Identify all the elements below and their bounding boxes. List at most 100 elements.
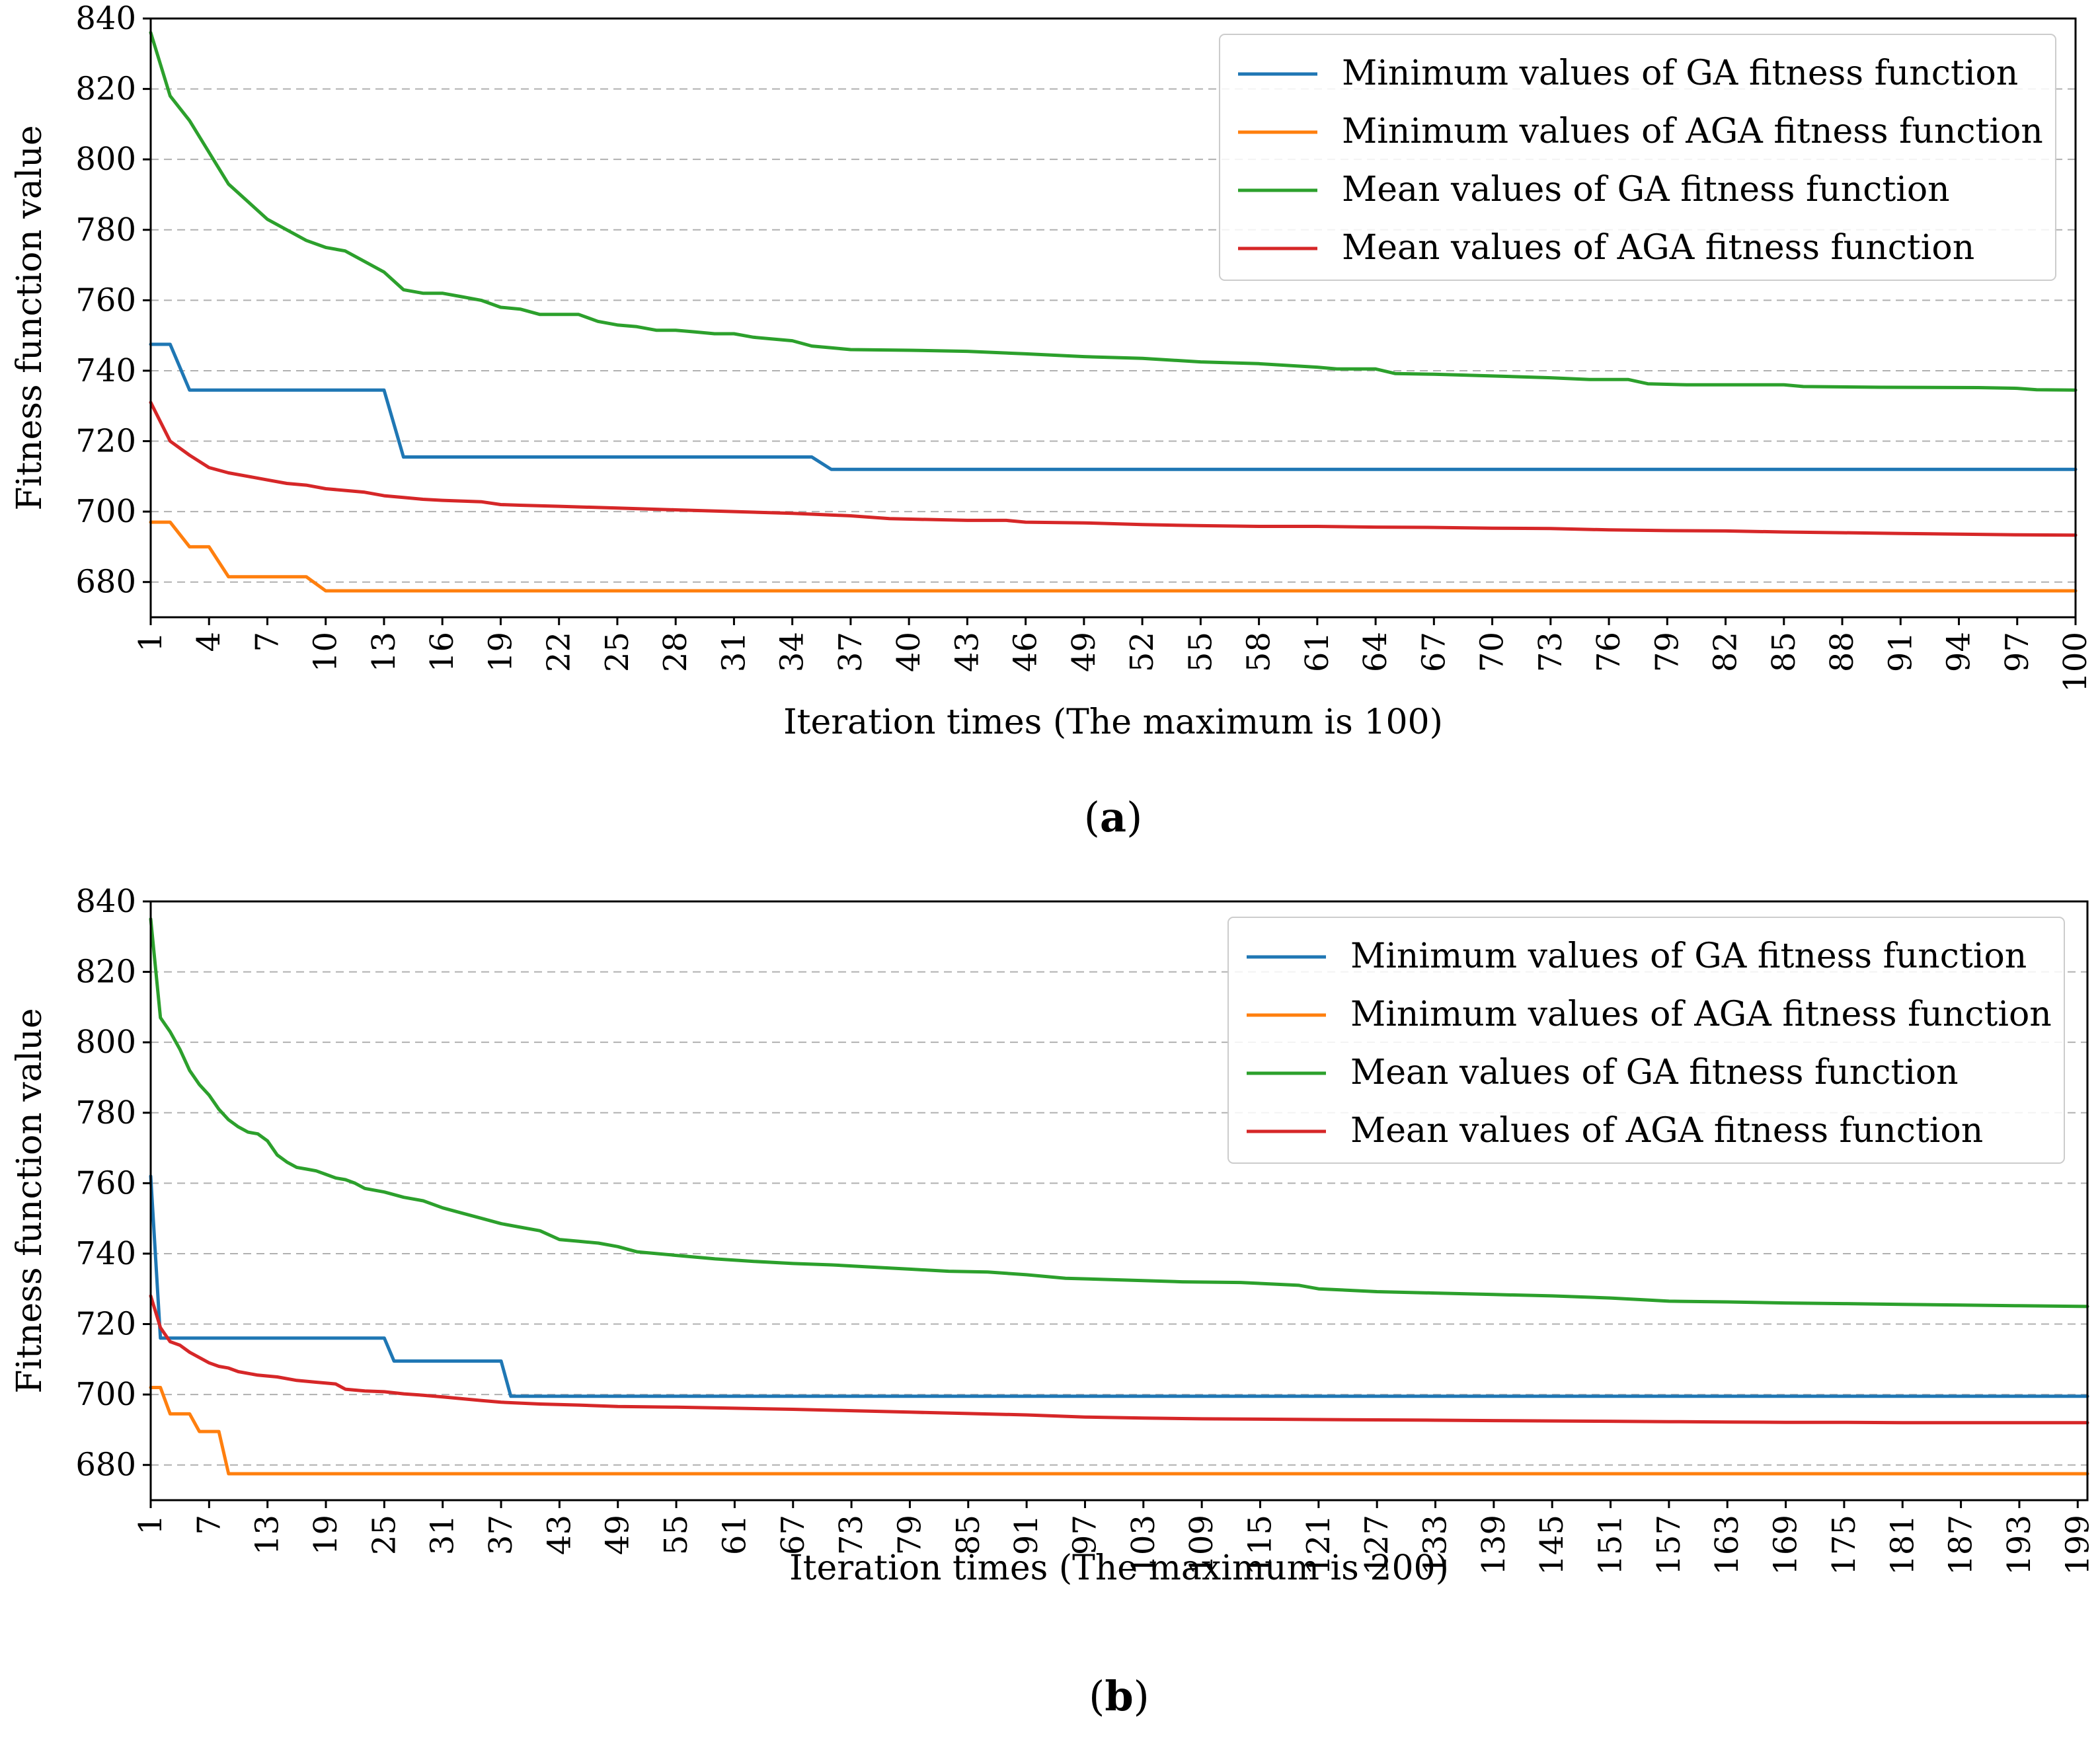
panel-b-caption-letter: b [1105, 1672, 1133, 1720]
panel-b-legend-label-mean-aga: Mean values of AGA fitness function [1350, 1111, 1983, 1151]
panel-a-x-tick-label-31: 31 [715, 632, 752, 672]
panel-b-x-tick-label-1: 1 [132, 1515, 169, 1535]
panel-a-legend-box [1219, 34, 2056, 281]
panel-a-x-tick-label-64: 64 [1357, 632, 1394, 672]
panel-a-x-tick-label-46: 46 [1007, 632, 1044, 672]
panel-a-legend-entry-mean-ga: Mean values of GA fitness function [1238, 170, 1950, 209]
panel-a-x-tick-label-73: 73 [1532, 632, 1569, 672]
panel-a-legend-label-mean-ga: Mean values of GA fitness function [1342, 170, 1950, 209]
panel-a-y-tick-label-800: 800 [75, 141, 136, 178]
panel-b-x-tick-label-103: 103 [1125, 1515, 1162, 1576]
panel-a-x-axis-label: Iteration times (The maximum is 100) [783, 703, 1443, 742]
panel-a-legend-entry-min-ga: Minimum values of GA fitness function [1238, 54, 2018, 93]
panel-a-x-tick-label-4: 4 [190, 632, 227, 652]
panel-b-x-tick-label-73: 73 [833, 1515, 870, 1555]
panel-a-x-tick-label-55: 55 [1182, 632, 1219, 672]
panel-b-x-tick-label-127: 127 [1358, 1515, 1395, 1576]
panel-b-y-tick-label-820: 820 [75, 954, 136, 991]
panel-b-x-tick-label-7: 7 [190, 1515, 227, 1535]
panel-a-x-tick-label-10: 10 [307, 632, 344, 672]
panel-b-y-tick-label-800: 800 [75, 1024, 136, 1061]
panel-b-x-axis-label: Iteration times (The maximum is 200) [789, 1548, 1449, 1588]
panel-a-x-tick-label-58: 58 [1241, 632, 1278, 672]
panel-a-x-tick-label-82: 82 [1707, 632, 1744, 672]
panel-b-x-tick-label-145: 145 [1534, 1515, 1571, 1576]
panel-a-y-ticks: 680 700 720 740 760 780 800 820 840 [75, 0, 151, 601]
panel-b-legend: Minimum values of GA fitness function Mi… [1227, 917, 2065, 1164]
panel-b-x-tick-label-175: 175 [1826, 1515, 1863, 1576]
panel-b-x-tick-label-133: 133 [1417, 1515, 1454, 1576]
panel-b-x-tick-label-109: 109 [1183, 1515, 1220, 1576]
panel-b-x-tick-label-61: 61 [716, 1515, 753, 1555]
panel-a-x-tick-label-1: 1 [132, 632, 169, 652]
panel-a-x-tick-label-34: 34 [774, 632, 811, 672]
panel-a-x-tick-label-88: 88 [1824, 632, 1861, 672]
panel-b: 680 700 720 740 760 780 800 820 840 1 7 13 19 25 31 37… [10, 883, 2096, 1720]
panel-b-x-tick-label-85: 85 [950, 1515, 987, 1555]
panel-b-x-tick-label-181: 181 [1884, 1515, 1921, 1576]
panel-a-x-tick-label-91: 91 [1882, 632, 1919, 672]
panel-a-x-tick-label-13: 13 [366, 632, 403, 672]
panel-a-series-mean-aga [149, 400, 2078, 537]
panel-b-x-tick-label-157: 157 [1651, 1515, 1688, 1576]
panel-a-x-tick-label-37: 37 [832, 632, 869, 672]
panel-b-legend-label-mean-ga: Mean values of GA fitness function [1350, 1053, 1959, 1092]
panel-b-x-tick-label-97: 97 [1066, 1515, 1103, 1555]
panel-a-series-min-aga [149, 520, 2078, 593]
panel-a-x-tick-label-100: 100 [2057, 632, 2094, 693]
panel-a-legend: Minimum values of GA fitness function Mi… [1219, 34, 2056, 281]
panel-a-y-tick-label-700: 700 [75, 493, 136, 530]
panel-b-y-axis-label: Fitness function value [10, 1008, 50, 1393]
panel-a-x-tick-label-7: 7 [249, 632, 286, 652]
panel-b-x-tick-label-193: 193 [2001, 1515, 2038, 1576]
panel-b-x-tick-label-199: 199 [2059, 1515, 2096, 1576]
panel-b-x-tick-label-67: 67 [775, 1515, 812, 1555]
panel-b-series-mean-aga [149, 1294, 2089, 1425]
panel-a-x-tick-label-70: 70 [1474, 632, 1511, 672]
panel-b-x-ticks: 1 7 13 19 25 31 37 43 49 55 61 67 73 79 85 91 97 103 109 11… [132, 1500, 2096, 1576]
panel-b-legend-entry-min-aga: Minimum values of AGA fitness function [1247, 995, 2052, 1034]
panel-b-caption: (b) [1089, 1672, 1149, 1720]
panel-b-y-ticks: 680 700 720 740 760 780 800 820 840 [75, 883, 151, 1484]
panel-a-x-tick-label-43: 43 [949, 632, 986, 672]
panel-a-series [149, 30, 2078, 593]
panel-a-y-tick-label-680: 680 [75, 564, 136, 601]
panel-a-legend-entry-mean-aga: Mean values of AGA fitness function [1238, 228, 1974, 268]
panel-a-y-tick-label-740: 740 [75, 352, 136, 389]
panel-b-y-tick-label-840: 840 [75, 883, 136, 920]
panel-a-caption-letter: a [1100, 793, 1126, 841]
panel-a-legend-entry-min-aga: Minimum values of AGA fitness function [1238, 112, 2043, 151]
panel-a-x-tick-label-19: 19 [482, 632, 519, 672]
panel-b-legend-entry-min-ga: Minimum values of GA fitness function [1247, 936, 2027, 976]
panel-b-x-tick-label-49: 49 [600, 1515, 637, 1555]
panel-b-x-tick-label-43: 43 [541, 1515, 578, 1555]
panel-a-y-tick-label-780: 780 [75, 211, 136, 248]
panel-b-series-mean-ga [149, 917, 2089, 1309]
panel-b-x-tick-label-31: 31 [424, 1515, 461, 1555]
panel-a-x-tick-label-61: 61 [1299, 632, 1336, 672]
panel-a-x-tick-label-28: 28 [657, 632, 694, 672]
panel-a-x-tick-label-97: 97 [1999, 632, 2036, 672]
panel-b-x-tick-label-37: 37 [483, 1515, 520, 1555]
panel-b-series [149, 917, 2089, 1476]
panel-b-x-tick-label-13: 13 [249, 1515, 286, 1555]
panel-b-x-tick-label-91: 91 [1008, 1515, 1045, 1555]
panel-a-caption-close: ) [1126, 793, 1142, 841]
panel-b-x-tick-label-25: 25 [366, 1515, 403, 1555]
panel-a-x-tick-label-79: 79 [1649, 632, 1686, 672]
panel-a-axes-frame [149, 17, 2077, 619]
panel-a-x-tick-label-67: 67 [1415, 632, 1452, 672]
panel-b-legend-entry-mean-aga: Mean values of AGA fitness function [1247, 1111, 1983, 1151]
panel-b-x-tick-label-187: 187 [1943, 1515, 1980, 1576]
panel-a-x-tick-label-76: 76 [1590, 632, 1627, 672]
panel-b-x-tick-label-151: 151 [1592, 1515, 1629, 1576]
panel-b-x-tick-label-139: 139 [1475, 1515, 1512, 1576]
panel-b-series-min-aga [149, 1386, 2089, 1476]
panel-b-x-tick-label-19: 19 [307, 1515, 344, 1555]
panel-a-x-tick-label-49: 49 [1066, 632, 1103, 672]
panel-a-series-mean-ga [149, 30, 2078, 392]
panel-b-legend-label-min-aga: Minimum values of AGA fitness function [1350, 995, 2052, 1034]
panel-b-y-tick-label-760: 760 [75, 1164, 136, 1201]
